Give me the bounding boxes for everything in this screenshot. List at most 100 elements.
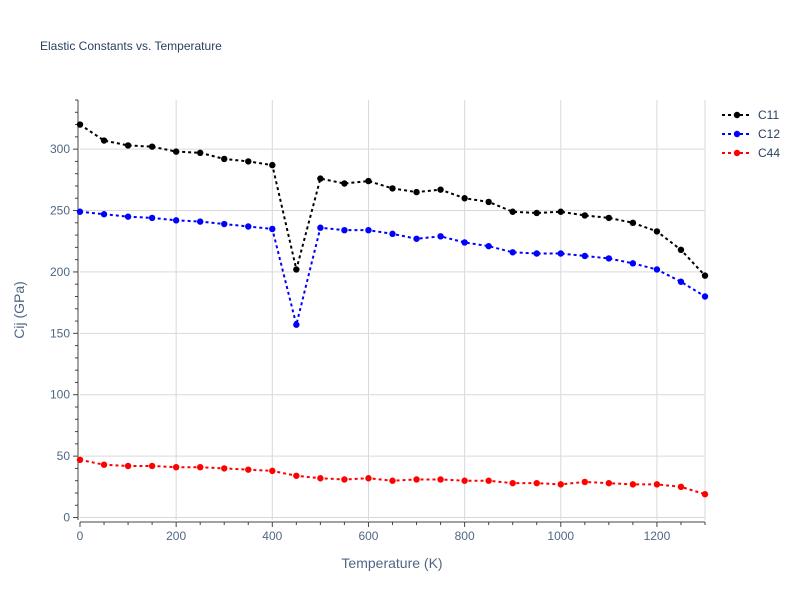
data-point-c12 <box>365 226 372 234</box>
data-point-c11 <box>124 142 132 149</box>
x-tick-label: 400 <box>262 529 282 543</box>
legend[interactable]: C11 C12 C44 <box>722 108 780 160</box>
data-point-c12 <box>196 218 204 225</box>
data-point-c11 <box>629 219 637 227</box>
data-point-c12 <box>581 252 589 260</box>
data-point-c11 <box>581 212 589 219</box>
data-point-c44 <box>269 467 276 475</box>
data-point-c12 <box>269 225 276 233</box>
data-point-c44 <box>100 461 108 468</box>
data-point-c44 <box>605 479 613 487</box>
data-point-c12 <box>677 278 685 285</box>
legend-swatch-marker-c11 <box>733 111 741 119</box>
data-point-c44 <box>413 476 420 483</box>
data-point-c11 <box>317 175 324 182</box>
chart-title: Elastic Constants vs. Temperature <box>40 39 222 53</box>
data-point-c11 <box>413 188 420 196</box>
legend-label-c11: C11 <box>758 108 779 122</box>
y-tick-label: 200 <box>50 265 70 279</box>
data-point-c12 <box>221 220 228 228</box>
data-point-c44 <box>76 456 84 464</box>
x-tick-label: 0 <box>77 529 84 543</box>
y-tick-label: 50 <box>57 449 71 463</box>
x-axis-title: Temperature (K) <box>341 555 442 571</box>
data-point-c44 <box>341 476 348 483</box>
data-point-c12 <box>557 250 564 257</box>
data-point-c11 <box>365 177 372 185</box>
data-point-c11 <box>509 208 516 215</box>
series-layer <box>76 121 709 498</box>
data-point-c12 <box>293 321 300 328</box>
data-point-c12 <box>509 249 516 256</box>
data-point-c44 <box>485 477 492 484</box>
x-tick-label: 800 <box>455 529 475 543</box>
data-point-c44 <box>629 481 637 488</box>
y-tick-label: 150 <box>50 326 70 340</box>
data-point-c44 <box>148 462 156 470</box>
data-point-c12 <box>124 213 132 220</box>
legend-swatch-marker-c12 <box>733 130 741 138</box>
data-point-c12 <box>629 260 637 267</box>
data-point-c12 <box>172 217 180 224</box>
legend-label-c12: C12 <box>758 127 780 141</box>
data-point-c44 <box>221 465 228 472</box>
x-tick-label: 200 <box>166 529 186 543</box>
data-point-c12 <box>461 239 468 246</box>
data-point-c12 <box>76 208 84 215</box>
x-tick-label: 1200 <box>644 529 671 543</box>
data-point-c12 <box>245 223 252 230</box>
data-point-c44 <box>461 477 468 484</box>
x-tick-label: 1000 <box>547 529 574 543</box>
data-point-c44 <box>293 472 300 479</box>
data-point-c11 <box>196 149 204 157</box>
data-point-c44 <box>196 463 204 471</box>
data-point-c11 <box>269 161 276 169</box>
data-point-c44 <box>509 479 516 487</box>
data-point-c11 <box>701 272 709 279</box>
data-point-c11 <box>653 228 661 235</box>
y-tick-label: 250 <box>50 204 70 218</box>
data-point-c12 <box>653 266 661 273</box>
data-point-c44 <box>533 479 540 487</box>
data-point-c12 <box>148 214 156 222</box>
data-point-c12 <box>341 226 348 234</box>
data-point-c12 <box>533 250 540 257</box>
data-point-c11 <box>245 158 252 165</box>
y-axis-title: Cij (GPa) <box>11 281 27 339</box>
data-point-c11 <box>533 209 540 217</box>
data-point-c12 <box>437 233 444 240</box>
data-point-c11 <box>172 148 180 155</box>
data-point-c11 <box>557 208 564 215</box>
data-point-c12 <box>413 235 420 242</box>
data-point-c44 <box>124 462 132 470</box>
data-point-c12 <box>100 211 108 218</box>
y-tick-label: 100 <box>50 388 70 402</box>
data-point-c11 <box>148 143 156 150</box>
data-point-c12 <box>389 230 396 238</box>
axes: 0 50 100 150 200 250 300 0 200 400 600 800 1000 1200 <box>50 99 706 543</box>
x-tick-label: 600 <box>358 529 378 543</box>
data-point-c12 <box>605 255 613 262</box>
data-point-c12 <box>701 293 709 300</box>
data-point-c44 <box>317 475 324 482</box>
data-point-c11 <box>389 185 396 192</box>
data-point-c11 <box>437 186 444 193</box>
data-point-c44 <box>701 491 709 498</box>
data-point-c11 <box>341 180 348 187</box>
legend-label-c44: C44 <box>758 146 780 160</box>
data-point-c12 <box>317 224 324 231</box>
data-point-c44 <box>365 475 372 482</box>
data-point-c11 <box>221 155 228 163</box>
grid <box>80 100 706 520</box>
data-point-c44 <box>437 476 444 483</box>
data-point-c44 <box>172 463 180 471</box>
data-point-c44 <box>557 481 564 488</box>
data-point-c11 <box>76 121 84 128</box>
data-point-c44 <box>245 466 252 473</box>
data-point-c44 <box>653 481 661 488</box>
data-point-c44 <box>389 477 396 484</box>
y-tick-label: 0 <box>63 511 70 525</box>
data-point-c44 <box>581 478 589 486</box>
